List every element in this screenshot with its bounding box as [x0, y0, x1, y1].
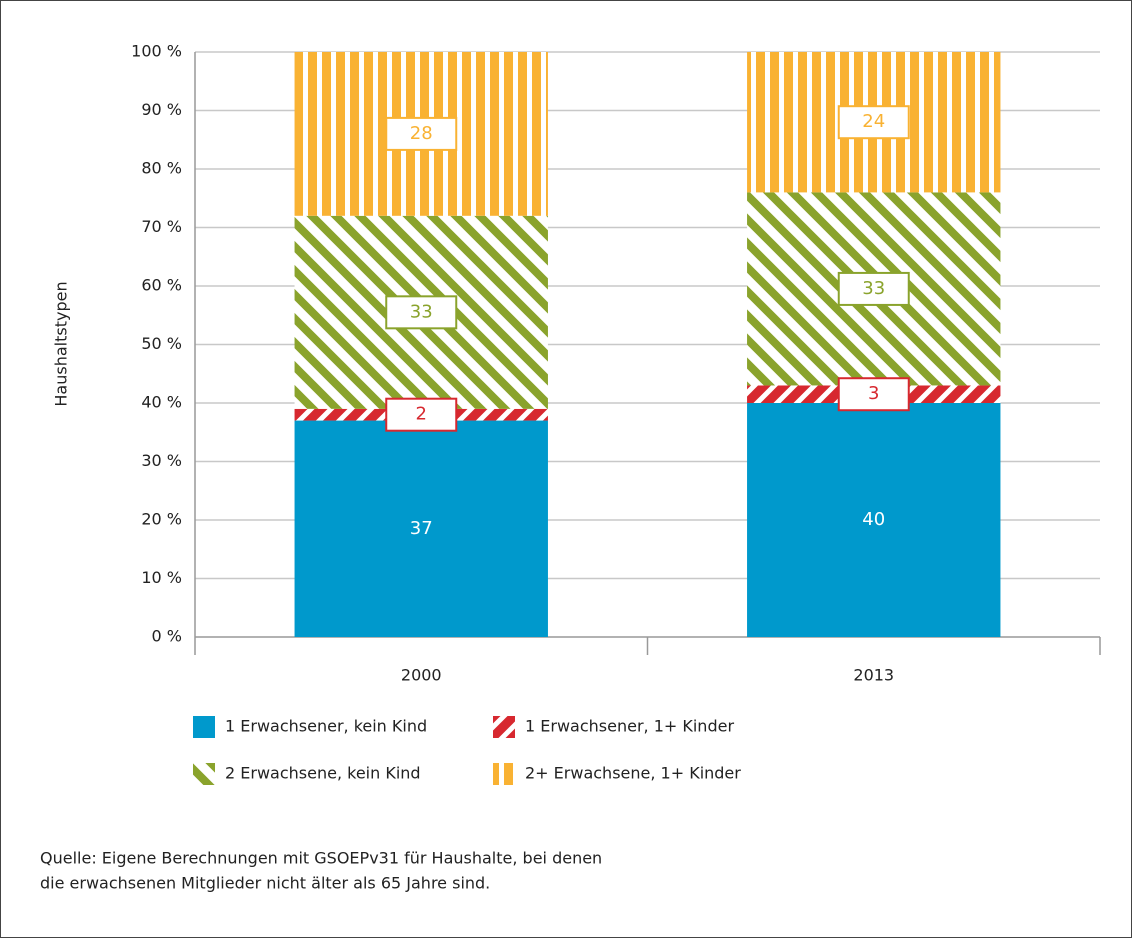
- value-label-box: [837, 105, 910, 140]
- y-tick-label: 90 %: [141, 100, 182, 119]
- value-label: 3: [868, 383, 879, 404]
- y-tick-label: 50 %: [141, 334, 182, 353]
- note: Quelle: Eigene Berechnungen mit GSOEPv31…: [40, 849, 602, 868]
- value-label: 33: [862, 278, 885, 299]
- value-label-box: [385, 116, 458, 151]
- legend-swatch: [193, 763, 215, 785]
- bar-segment: [747, 403, 1001, 637]
- value-label-box: [385, 295, 458, 330]
- value-label: 24: [862, 111, 885, 132]
- x-tick-label: 2000: [401, 666, 442, 685]
- value-label: 37: [410, 518, 433, 539]
- legend-swatch: [193, 716, 215, 738]
- value-label-box: [837, 271, 910, 306]
- value-label: 33: [410, 301, 433, 322]
- legend-label: 2 Erwachsene, kein Kind: [225, 764, 421, 783]
- legend-label: 1 Erwachsener, kein Kind: [225, 717, 427, 736]
- legend-swatch: [493, 716, 515, 738]
- legend-label: 1 Erwachsener, 1+ Kinder: [525, 717, 734, 736]
- y-tick-label: 70 %: [141, 217, 182, 236]
- y-tick-label: 60 %: [141, 276, 182, 295]
- value-label-box: [385, 397, 458, 432]
- y-tick-label: 40 %: [141, 393, 182, 412]
- value-label-box: [837, 377, 910, 412]
- value-label: 28: [410, 123, 433, 144]
- bar-segment: [294, 420, 548, 637]
- value-label: 40: [862, 509, 885, 530]
- y-tick-label: 80 %: [141, 159, 182, 178]
- y-tick-label: 30 %: [141, 451, 182, 470]
- y-axis-label: Haushaltstypen: [52, 281, 71, 406]
- y-tick-label: 10 %: [141, 568, 182, 587]
- value-label: 2: [416, 404, 427, 425]
- x-tick-label: 2013: [853, 666, 894, 685]
- legend-label: 2+ Erwachsene, 1+ Kinder: [525, 764, 741, 783]
- note: die erwachsenen Mitglieder nicht älter a…: [40, 874, 490, 893]
- y-tick-label: 20 %: [141, 510, 182, 529]
- y-tick-label: 0 %: [152, 627, 182, 646]
- y-tick-label: 100 %: [131, 42, 182, 61]
- legend-swatch: [493, 763, 515, 785]
